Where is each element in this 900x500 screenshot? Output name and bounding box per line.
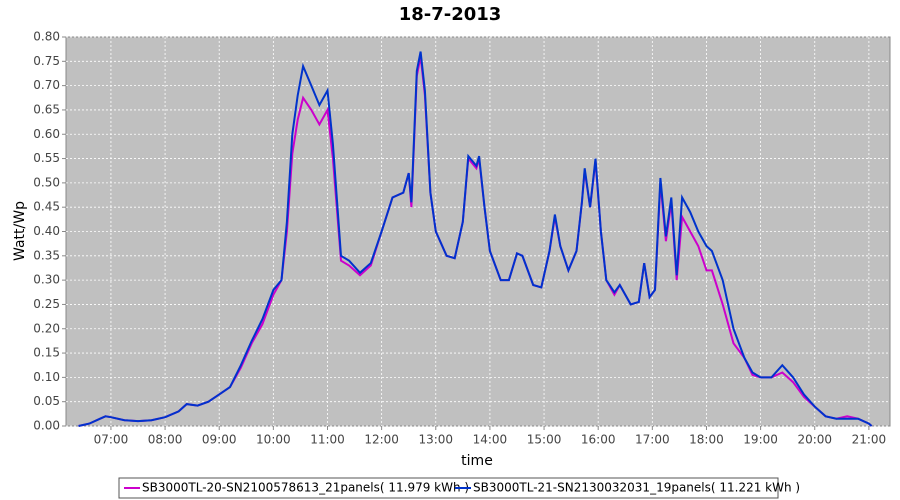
y-tick-label: 0.00 <box>33 419 60 433</box>
x-tick-label: 20:00 <box>797 433 832 447</box>
y-tick-label: 0.45 <box>33 200 60 214</box>
x-tick-label: 12:00 <box>364 433 399 447</box>
legend-label: SB3000TL-21-SN2130032031_19panels( 11.22… <box>473 481 800 495</box>
x-tick-label: 08:00 <box>148 433 183 447</box>
legend-label: SB3000TL-20-SN2100578613_21panels( 11.97… <box>142 481 469 495</box>
y-tick-label: 0.05 <box>33 394 60 408</box>
y-tick-label: 0.80 <box>33 30 60 44</box>
y-tick-label: 0.55 <box>33 151 60 165</box>
x-tick-label: 11:00 <box>310 433 345 447</box>
x-tick-label: 21:00 <box>852 433 887 447</box>
y-tick-label: 0.35 <box>33 248 60 262</box>
x-tick-label: 13:00 <box>418 433 453 447</box>
y-tick-label: 0.50 <box>33 175 60 189</box>
x-tick-label: 15:00 <box>527 433 562 447</box>
y-tick-label: 0.25 <box>33 297 60 311</box>
x-tick-label: 10:00 <box>256 433 291 447</box>
x-tick-label: 16:00 <box>581 433 616 447</box>
series-line <box>78 51 873 427</box>
y-tick-label: 0.75 <box>33 54 60 68</box>
x-tick-label: 07:00 <box>94 433 129 447</box>
y-tick-label: 0.10 <box>33 370 60 384</box>
x-axis-label: time <box>461 453 493 469</box>
y-tick-label: 0.60 <box>33 127 60 141</box>
y-tick-label: 0.15 <box>33 346 60 360</box>
y-tick-label: 0.30 <box>33 273 60 287</box>
y-tick-label: 0.20 <box>33 321 60 335</box>
x-tick-label: 18:00 <box>689 433 724 447</box>
x-tick-label: 09:00 <box>202 433 237 447</box>
chart-title: 18-7-2013 <box>399 4 502 25</box>
y-tick-label: 0.70 <box>33 78 60 92</box>
legend <box>118 477 779 499</box>
x-tick-label: 19:00 <box>743 433 778 447</box>
y-axis-label: Watt/Wp <box>12 201 28 261</box>
y-tick-label: 0.40 <box>33 224 60 238</box>
x-tick-label: 14:00 <box>473 433 508 447</box>
y-tick-label: 0.65 <box>33 102 60 116</box>
x-tick-label: 17:00 <box>635 433 670 447</box>
